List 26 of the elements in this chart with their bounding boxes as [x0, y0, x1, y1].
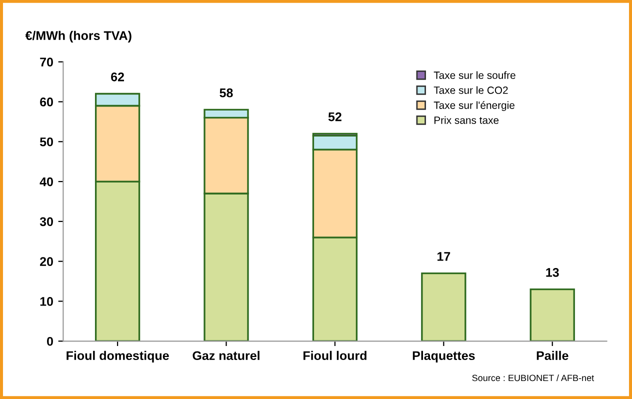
y-axis-title: €/MWh (hors TVA)	[25, 30, 132, 42]
total-label: 58	[220, 88, 233, 98]
x-tick-label: Plaquettes	[412, 350, 475, 363]
legend-label: Prix sans taxe	[434, 116, 499, 124]
bar	[530, 288, 575, 342]
y-tick-label: 20	[40, 257, 53, 266]
x-tick-label: Paille	[536, 350, 568, 360]
total-label: 52	[328, 112, 342, 122]
y-tick-label: 40	[40, 177, 53, 186]
total-label: 13	[546, 268, 559, 277]
x-tick-label: Fioul lourd	[304, 350, 366, 360]
bar	[421, 272, 466, 342]
legend-label: Taxe sur l'énergie	[434, 101, 514, 111]
y-tick-label: 60	[40, 98, 53, 106]
legend-label: Taxe sur le soufre	[434, 71, 516, 79]
y-tick-label: 30	[40, 217, 53, 226]
legend-label: Taxe sur le CO2	[434, 86, 508, 94]
total-label: 17	[438, 252, 450, 261]
x-tick-label: Fioul domestique	[66, 350, 169, 363]
source-note: Source : EUBIONET / AFB-net	[472, 374, 594, 382]
x-tick-label: Gaz naturel	[192, 350, 260, 360]
y-tick-label: 10	[40, 297, 53, 306]
y-tick-label: 50	[40, 137, 53, 146]
total-label: 62	[111, 72, 124, 82]
y-tick-label: 0	[47, 336, 53, 346]
y-tick-label: 70	[40, 58, 53, 66]
